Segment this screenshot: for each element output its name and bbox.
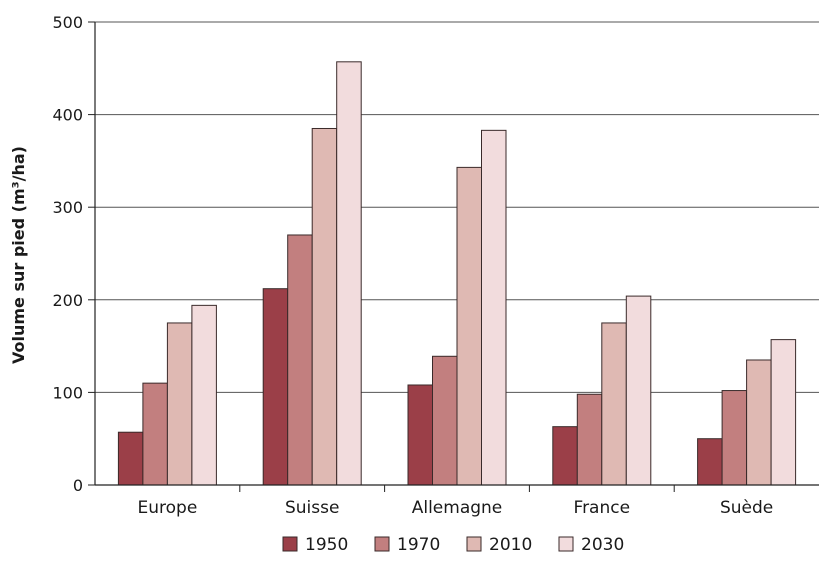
legend-label: 2030 bbox=[581, 535, 624, 555]
legend-label: 1970 bbox=[397, 535, 440, 555]
bars bbox=[117, 61, 797, 486]
legend-swatch-2030 bbox=[558, 536, 574, 552]
legend-label: 1950 bbox=[305, 535, 348, 555]
axes bbox=[88, 21, 819, 492]
legend-swatch-1950 bbox=[282, 536, 298, 552]
bar-france-2030 bbox=[625, 295, 652, 486]
bar-suède-1950 bbox=[697, 438, 723, 486]
bar-suède-2030 bbox=[770, 339, 797, 486]
bar-europe-2030 bbox=[191, 304, 217, 486]
bar-suisse-2010 bbox=[311, 127, 338, 486]
bar-suisse-1970 bbox=[287, 234, 313, 486]
x-category-label: Suède bbox=[720, 498, 773, 518]
bar-europe-1970 bbox=[142, 382, 168, 486]
bar-allemagne-1950 bbox=[407, 384, 433, 486]
x-category-label: Suisse bbox=[285, 498, 339, 518]
bar-allemagne-2030 bbox=[481, 129, 507, 486]
bar-france-1970 bbox=[576, 393, 603, 486]
legend-swatch-1970 bbox=[374, 536, 390, 552]
y-axis-label: Volume sur pied (m³/ha) bbox=[9, 146, 28, 364]
y-tick-label: 400 bbox=[52, 106, 83, 125]
bar-suède-1970 bbox=[721, 390, 748, 486]
bar-france-2010 bbox=[601, 322, 627, 486]
bar-europe-2010 bbox=[166, 322, 193, 486]
x-category-label: France bbox=[574, 498, 631, 518]
bar-suède-2010 bbox=[746, 359, 772, 486]
bar-allemagne-2010 bbox=[456, 166, 482, 486]
y-tick-label: 200 bbox=[52, 291, 83, 310]
tick-labels: 0 100 200 300 400 500 bbox=[52, 13, 83, 495]
legend-label: 2010 bbox=[489, 535, 532, 555]
y-tick-label: 100 bbox=[52, 383, 83, 402]
x-category-label: Allemagne bbox=[412, 498, 503, 518]
bar-suisse-1950 bbox=[262, 288, 289, 486]
x-category-label: Europe bbox=[138, 498, 198, 518]
bar-suisse-2030 bbox=[336, 61, 362, 486]
category-labels: Europe Suisse Allemagne France Suède bbox=[138, 498, 774, 518]
y-tick-label: 300 bbox=[52, 198, 83, 217]
bar-europe-1950 bbox=[117, 431, 144, 486]
y-tick-label: 0 bbox=[73, 476, 83, 495]
bar-france-1950 bbox=[552, 426, 578, 486]
legend-swatch-2010 bbox=[466, 536, 482, 552]
legend: 1950 1970 2010 2030 bbox=[282, 535, 624, 555]
y-tick-label: 500 bbox=[52, 13, 83, 32]
bar-allemagne-1970 bbox=[432, 355, 458, 486]
